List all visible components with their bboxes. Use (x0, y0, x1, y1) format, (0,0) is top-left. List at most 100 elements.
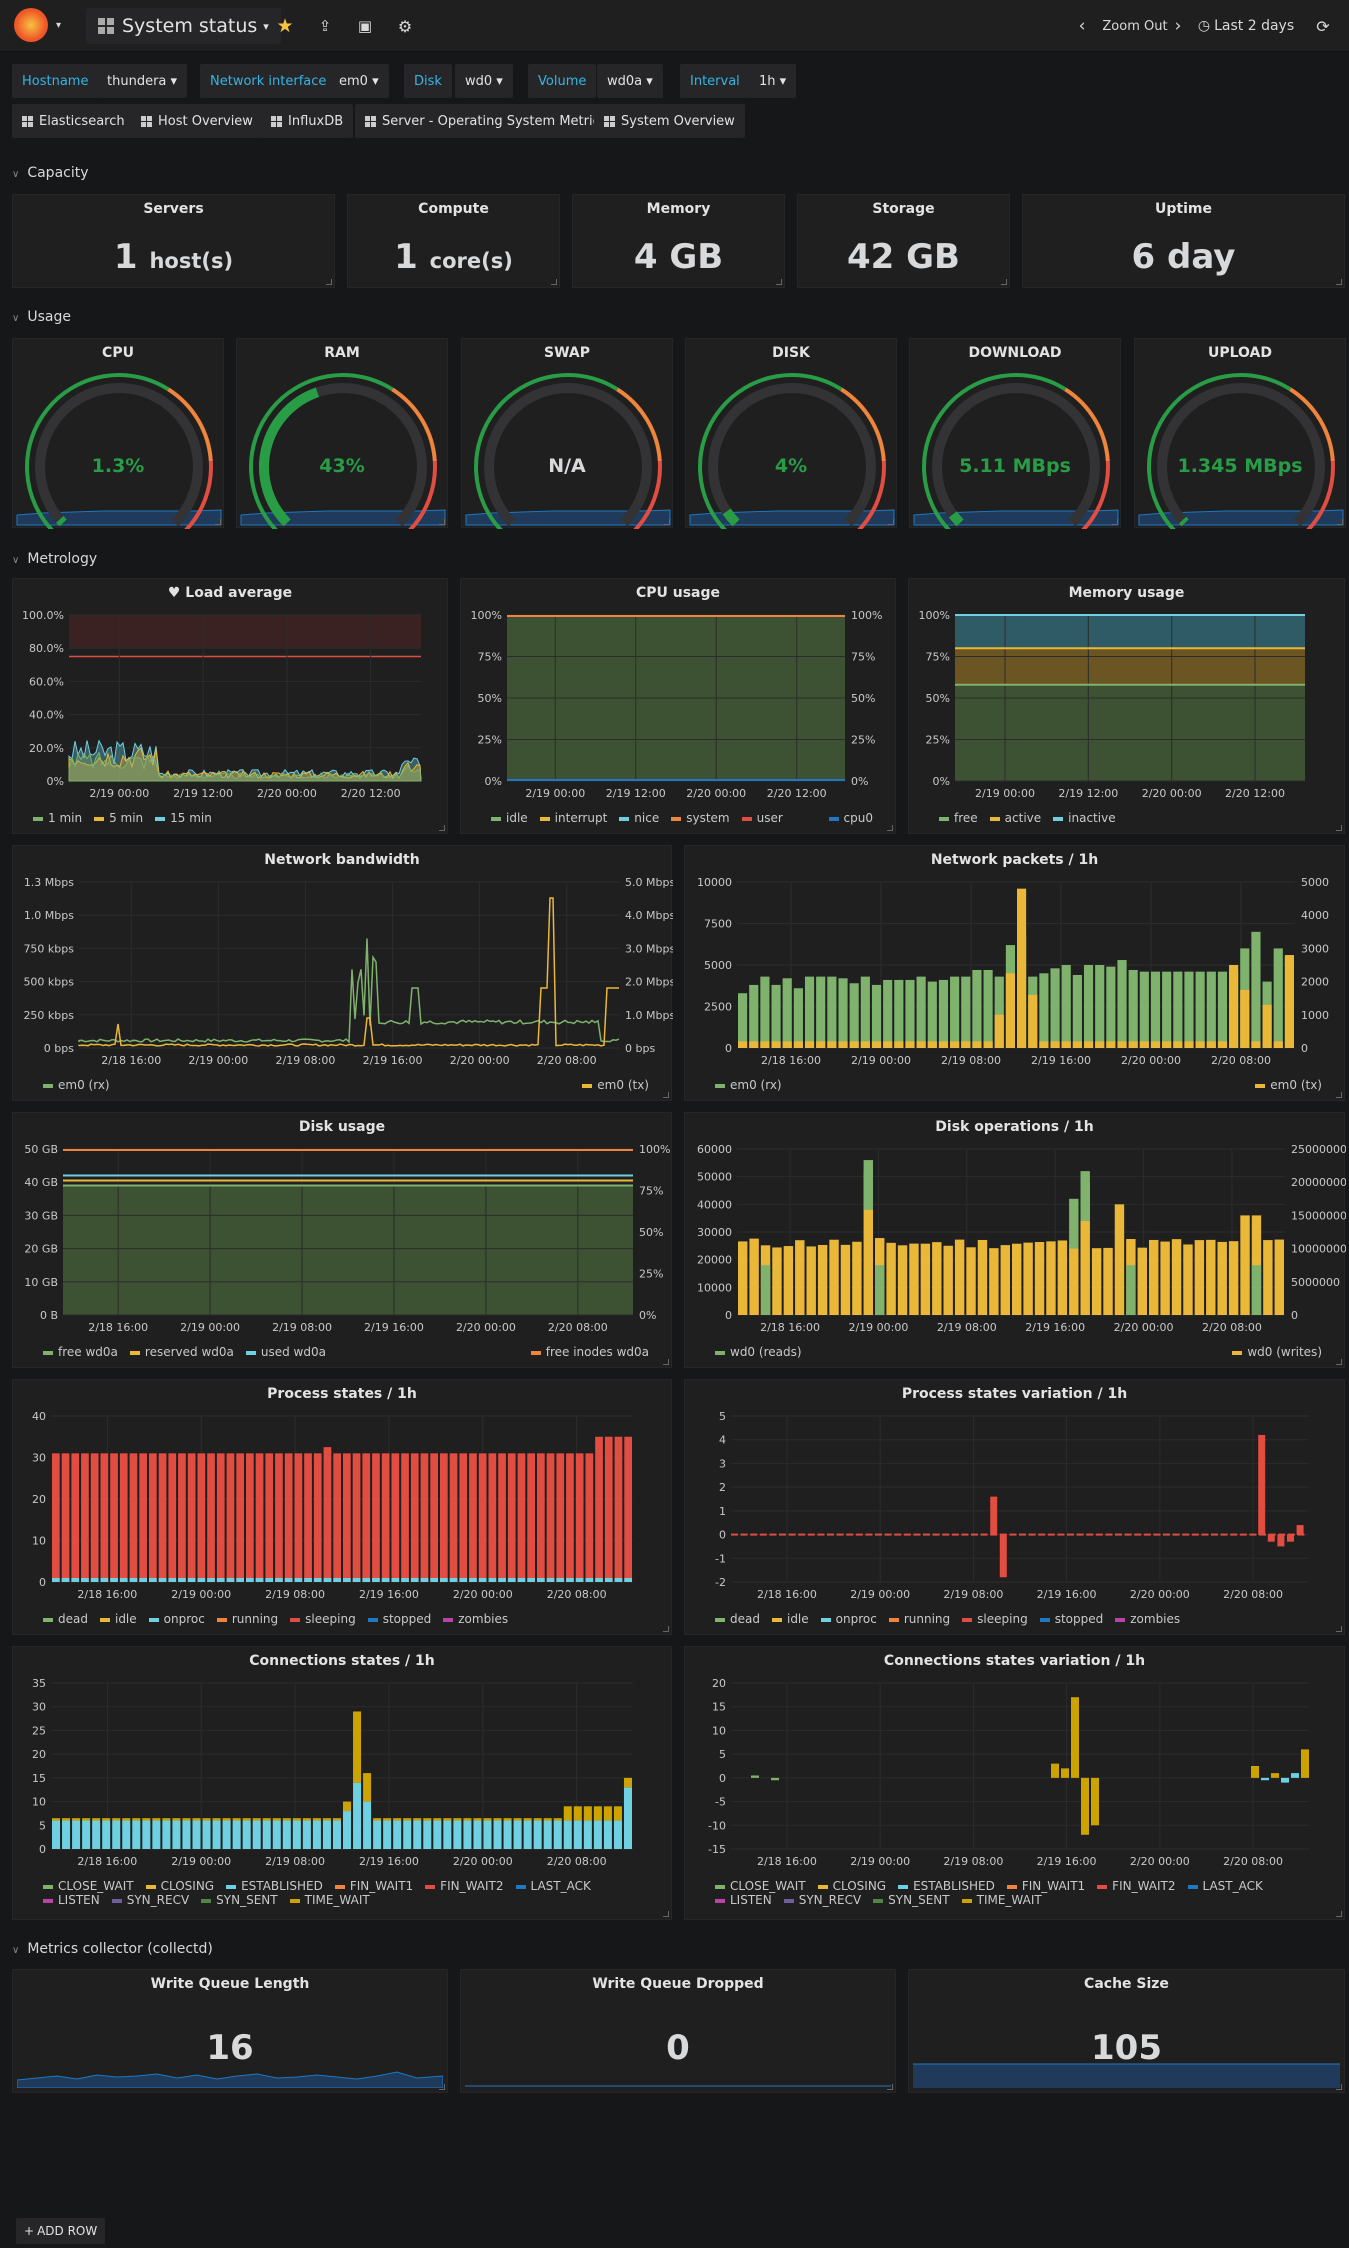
legend-item[interactable]: wd0 (reads) (715, 1345, 802, 1359)
legend-item[interactable]: LISTEN (715, 1893, 772, 1907)
legend-item[interactable]: em0 (tx) (1255, 1078, 1322, 1092)
resize-handle[interactable] (887, 825, 893, 831)
add-row-button[interactable]: + ADD ROW (16, 2218, 106, 2244)
legend-item[interactable]: CLOSING (817, 1879, 886, 1893)
resize-handle[interactable] (1336, 1626, 1342, 1632)
legend-item[interactable]: free wd0a (43, 1345, 118, 1359)
legend-item[interactable]: CLOSING (145, 1879, 214, 1893)
save-icon[interactable]: ▣ (357, 17, 373, 35)
legend-item[interactable]: free (939, 811, 978, 825)
legend-item[interactable]: inactive (1053, 811, 1116, 825)
legend-item[interactable]: idle (491, 811, 528, 825)
legend-item[interactable]: SYN_RECV (111, 1893, 189, 1907)
legend-item[interactable]: sleeping (962, 1612, 1028, 1626)
legend-item[interactable]: ESTABLISHED (898, 1879, 995, 1893)
var-select-hostname[interactable]: thundera ▾ (97, 64, 188, 98)
shift-back-icon[interactable]: ‹ (1078, 16, 1086, 36)
time-picker[interactable]: ◷ Last 2 days (1196, 8, 1296, 44)
legend-item[interactable]: nice (619, 811, 659, 825)
resize-handle[interactable] (663, 1092, 669, 1098)
resize-handle[interactable] (1336, 825, 1342, 831)
legend-item[interactable]: free inodes wd0a (530, 1345, 649, 1359)
legend-item[interactable]: zombies (1115, 1612, 1180, 1626)
resize-handle[interactable] (439, 825, 445, 831)
legend-item[interactable]: LISTEN (43, 1893, 100, 1907)
resize-handle[interactable] (439, 519, 445, 525)
row-usage[interactable]: ∨ Usage (12, 309, 71, 325)
link-elasticsearch[interactable]: Elasticsearch (12, 104, 135, 138)
resize-handle[interactable] (1336, 1359, 1342, 1365)
link-server-os-metrics[interactable]: Server - Operating System Metrics (355, 104, 617, 138)
legend-item[interactable]: cpu0 (828, 811, 873, 825)
var-select-network-interface[interactable]: em0 ▾ (329, 64, 389, 98)
resize-handle[interactable] (776, 279, 782, 285)
var-select-interval[interactable]: 1h ▾ (749, 64, 797, 98)
legend-item[interactable]: stopped (1039, 1612, 1103, 1626)
resize-handle[interactable] (1112, 519, 1118, 525)
resize-handle[interactable] (551, 279, 557, 285)
link-influxdb[interactable]: InfluxDB (261, 104, 354, 138)
legend-item[interactable]: dead (715, 1612, 760, 1626)
legend-item[interactable]: ESTABLISHED (226, 1879, 323, 1893)
legend-item[interactable]: active (989, 811, 1041, 825)
legend-item[interactable]: SYN_RECV (783, 1893, 861, 1907)
resize-handle[interactable] (888, 519, 894, 525)
resize-handle[interactable] (664, 519, 670, 525)
legend-item[interactable]: em0 (tx) (582, 1078, 649, 1092)
resize-handle[interactable] (326, 279, 332, 285)
grafana-logo-icon[interactable]: ▾ (10, 6, 61, 46)
resize-handle[interactable] (1337, 519, 1343, 525)
legend-item[interactable]: sleeping (290, 1612, 356, 1626)
var-select-volume[interactable]: wd0a ▾ (597, 64, 663, 98)
legend-item[interactable]: CLOSE_WAIT (43, 1879, 134, 1893)
link-host-overview[interactable]: Host Overview (131, 104, 263, 138)
resize-handle[interactable] (1336, 1911, 1342, 1917)
legend-item[interactable]: 5 min (94, 811, 143, 825)
legend-item[interactable]: SYN_SENT (201, 1893, 278, 1907)
row-metrics-collector[interactable]: ∨ Metrics collector (collectd) (12, 1941, 213, 1957)
link-system-overview[interactable]: System Overview (594, 104, 745, 138)
legend-item[interactable]: system (671, 811, 730, 825)
share-icon[interactable]: ⇪ (318, 17, 332, 35)
resize-handle[interactable] (663, 1911, 669, 1917)
resize-handle[interactable] (663, 1359, 669, 1365)
legend-item[interactable]: FIN_WAIT1 (334, 1879, 413, 1893)
resize-handle[interactable] (1336, 279, 1342, 285)
shift-forward-icon[interactable]: › (1174, 16, 1182, 36)
star-icon[interactable]: ★ (276, 15, 294, 37)
legend-item[interactable]: FIN_WAIT2 (1097, 1879, 1176, 1893)
legend-item[interactable]: 1 min (33, 811, 82, 825)
legend-item[interactable]: LAST_ACK (515, 1879, 591, 1893)
legend-item[interactable]: onproc (148, 1612, 205, 1626)
legend-item[interactable]: dead (43, 1612, 88, 1626)
resize-handle[interactable] (663, 1626, 669, 1632)
legend-item[interactable]: em0 (rx) (715, 1078, 782, 1092)
legend-item[interactable]: reserved wd0a (129, 1345, 234, 1359)
legend-item[interactable]: SYN_SENT (873, 1893, 950, 1907)
legend-item[interactable]: running (216, 1612, 278, 1626)
resize-handle[interactable] (1001, 279, 1007, 285)
legend-item[interactable]: onproc (820, 1612, 877, 1626)
settings-gear-icon[interactable]: ⚙ (397, 16, 413, 36)
legend-item[interactable]: zombies (443, 1612, 508, 1626)
legend-item[interactable]: running (888, 1612, 950, 1626)
legend-item[interactable]: interrupt (539, 811, 607, 825)
var-select-disk[interactable]: wd0 ▾ (455, 64, 513, 98)
legend-item[interactable]: CLOSE_WAIT (715, 1879, 806, 1893)
resize-handle[interactable] (887, 2084, 893, 2090)
legend-item[interactable]: LAST_ACK (1187, 1879, 1263, 1893)
legend-item[interactable]: FIN_WAIT2 (425, 1879, 504, 1893)
resize-handle[interactable] (1336, 2084, 1342, 2090)
legend-item[interactable]: user (741, 811, 783, 825)
resize-handle[interactable] (1336, 1092, 1342, 1098)
dashboard-picker[interactable]: System status ▾ (86, 8, 281, 44)
legend-item[interactable]: idle (771, 1612, 809, 1626)
legend-item[interactable]: TIME_WAIT (961, 1893, 1042, 1907)
zoom-out-button[interactable]: Zoom Out (1102, 18, 1168, 34)
legend-item[interactable]: idle (99, 1612, 137, 1626)
legend-item[interactable]: used wd0a (245, 1345, 326, 1359)
row-metrology[interactable]: ∨ Metrology (12, 551, 98, 567)
legend-item[interactable]: wd0 (writes) (1232, 1345, 1322, 1359)
resize-handle[interactable] (439, 2084, 445, 2090)
refresh-icon[interactable]: ⟳ (1316, 16, 1330, 36)
